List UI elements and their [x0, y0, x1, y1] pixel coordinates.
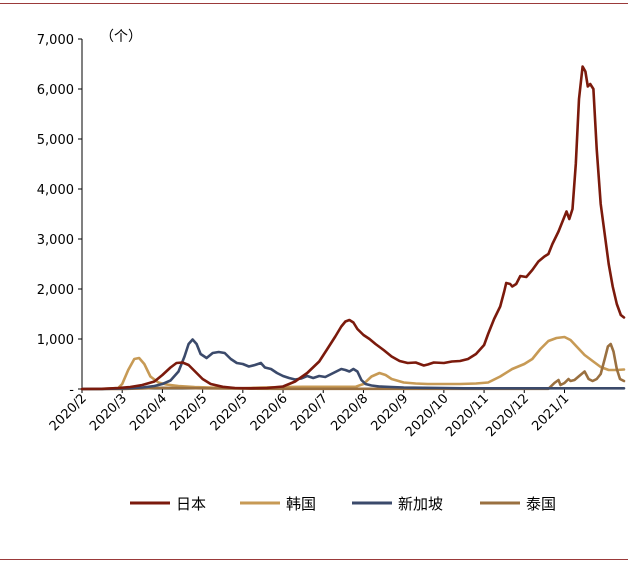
- top-rule: [0, 3, 628, 4]
- x-tick-label: 2020/3: [87, 391, 130, 434]
- unit-label: （个）: [100, 29, 142, 45]
- legend-label: 泰国: [526, 495, 556, 513]
- x-tick-label: 2020/8: [328, 391, 371, 434]
- series-line-0: [80, 65, 626, 391]
- x-tick-label: 2020/5: [167, 391, 210, 434]
- y-tick-label: 3,000: [37, 233, 74, 248]
- y-tick-label: 4,000: [37, 183, 74, 198]
- x-tick-label: 2021/1: [529, 391, 572, 434]
- x-tick-label: 2020/4: [127, 391, 170, 434]
- x-tick-label: 2020/6: [248, 391, 291, 434]
- x-tick-label: 2020/7: [288, 391, 331, 434]
- y-tick-label: 7,000: [37, 33, 74, 48]
- bottom-rule: [0, 559, 628, 560]
- y-tick-label: -: [69, 383, 74, 398]
- legend-label: 韩国: [286, 495, 316, 513]
- series-line-3: [80, 342, 626, 391]
- y-tick-label: 6,000: [37, 83, 74, 98]
- legend: 日本 韩国 新加坡 泰国: [130, 495, 556, 513]
- x-tick-label: 2020/10: [403, 391, 452, 440]
- x-tick-label: 2020/12: [483, 391, 532, 440]
- y-tick-label: 2,000: [37, 283, 74, 298]
- y-tick-label: 5,000: [37, 133, 74, 148]
- x-tick-label: 2020/11: [443, 391, 492, 440]
- legend-label: 新加坡: [398, 495, 443, 513]
- series-line-1: [80, 335, 626, 391]
- y-tick-label: 1,000: [37, 333, 74, 348]
- x-tick-label: 2020/5: [208, 391, 251, 434]
- series-lines: [80, 65, 626, 391]
- legend-label: 日本: [176, 495, 206, 513]
